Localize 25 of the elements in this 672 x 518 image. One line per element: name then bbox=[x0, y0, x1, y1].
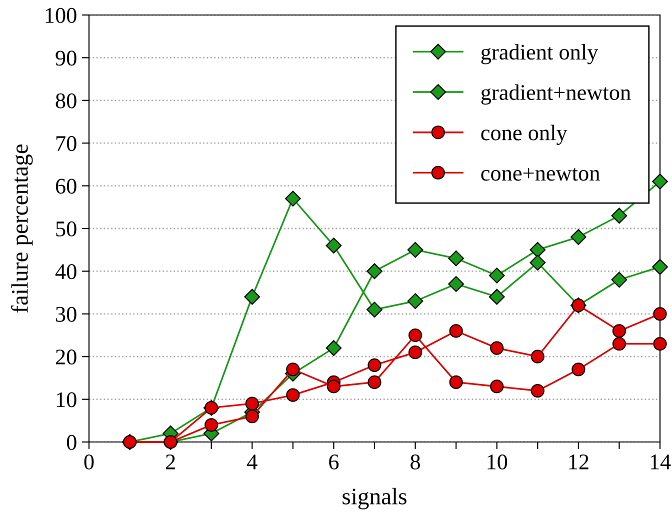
x-tick-label: 0 bbox=[84, 454, 94, 470]
x-tick-label: 14 bbox=[650, 454, 671, 470]
x-tick-label: 2 bbox=[166, 454, 175, 470]
x-tick-label: 4 bbox=[247, 454, 258, 470]
y-tick-label: 90 bbox=[56, 50, 76, 66]
x-tick-label: 12 bbox=[569, 454, 588, 470]
legend-label: gradient+newton bbox=[481, 84, 631, 105]
y-tick-label: 70 bbox=[56, 136, 76, 152]
y-tick-label: 40 bbox=[55, 264, 76, 280]
x-axis-title: signals bbox=[342, 488, 406, 510]
y-axis-title: failure percentage bbox=[11, 144, 33, 313]
legend-label: cone+newton bbox=[481, 168, 600, 181]
legend-label: cone only bbox=[481, 124, 568, 145]
y-tick-label: 50 bbox=[56, 221, 76, 236]
y-tick-label: 30 bbox=[56, 306, 76, 322]
y-tick-label: 60 bbox=[56, 178, 76, 194]
x-tick-label: 6 bbox=[329, 454, 339, 470]
y-tick-label: 0 bbox=[66, 434, 76, 450]
y-tick-label: 80 bbox=[56, 93, 76, 108]
y-tick-label: 20 bbox=[56, 350, 76, 365]
x-tick-label: 10 bbox=[488, 454, 508, 470]
legend-label: gradient only bbox=[481, 44, 598, 64]
x-tick-label: 8 bbox=[410, 454, 420, 470]
y-tick-label: 100 bbox=[46, 8, 76, 23]
y-tick-label: 10 bbox=[56, 392, 76, 408]
